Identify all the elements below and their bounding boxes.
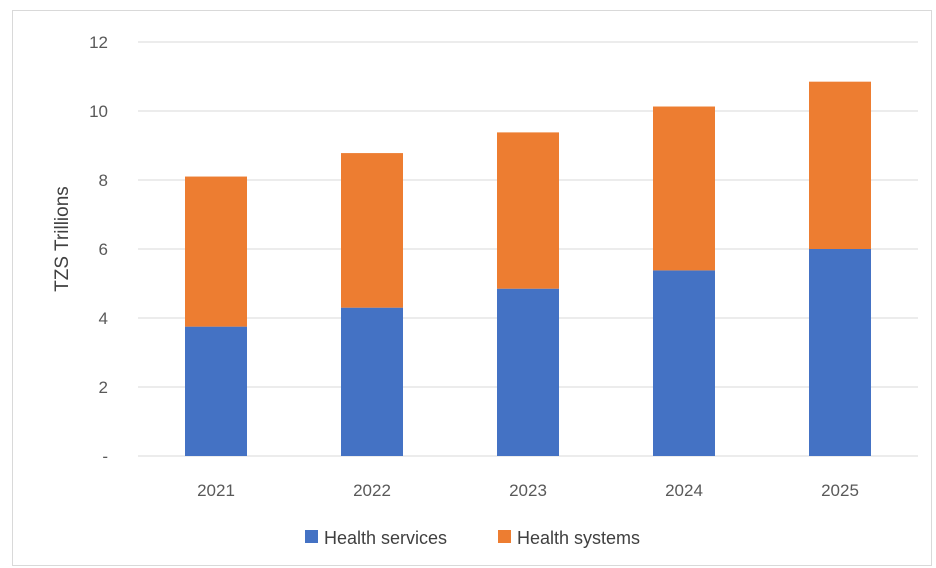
y-tick-label: 12 [89,33,108,52]
x-tick-label: 2021 [197,481,235,500]
y-tick-label: 10 [89,102,108,121]
bar-health-services-2021 [185,327,247,456]
y-axis-title: TZS Trillions [52,186,73,292]
bar-health-systems-2025 [809,82,871,249]
bar-health-systems-2023 [497,132,559,288]
bar-health-systems-2024 [653,107,715,271]
legend-label: Health services [324,528,447,548]
x-tick-label: 2025 [821,481,859,500]
bar-health-services-2022 [341,308,403,456]
legend-swatch-health-systems [498,530,511,543]
bar-health-services-2025 [809,249,871,456]
x-tick-label: 2023 [509,481,547,500]
y-tick-label: 8 [99,171,108,190]
y-tick-label: - [102,447,108,466]
x-tick-label: 2024 [665,481,703,500]
legend-swatch-health-services [305,530,318,543]
y-axis-ticks: - 2 4 6 8 10 12 [89,33,108,466]
legend-label: Health systems [517,528,640,548]
x-axis-ticks: 2021 2022 2023 2024 2025 [197,481,859,500]
bar-health-services-2023 [497,289,559,456]
bar-health-services-2024 [653,270,715,456]
bars [185,82,871,456]
y-tick-label: 6 [99,240,108,259]
x-tick-label: 2022 [353,481,391,500]
bar-health-systems-2021 [185,177,247,327]
legend: Health services Health systems [305,528,640,548]
y-tick-label: 4 [99,309,108,328]
y-tick-label: 2 [99,378,108,397]
bar-health-systems-2022 [341,153,403,308]
